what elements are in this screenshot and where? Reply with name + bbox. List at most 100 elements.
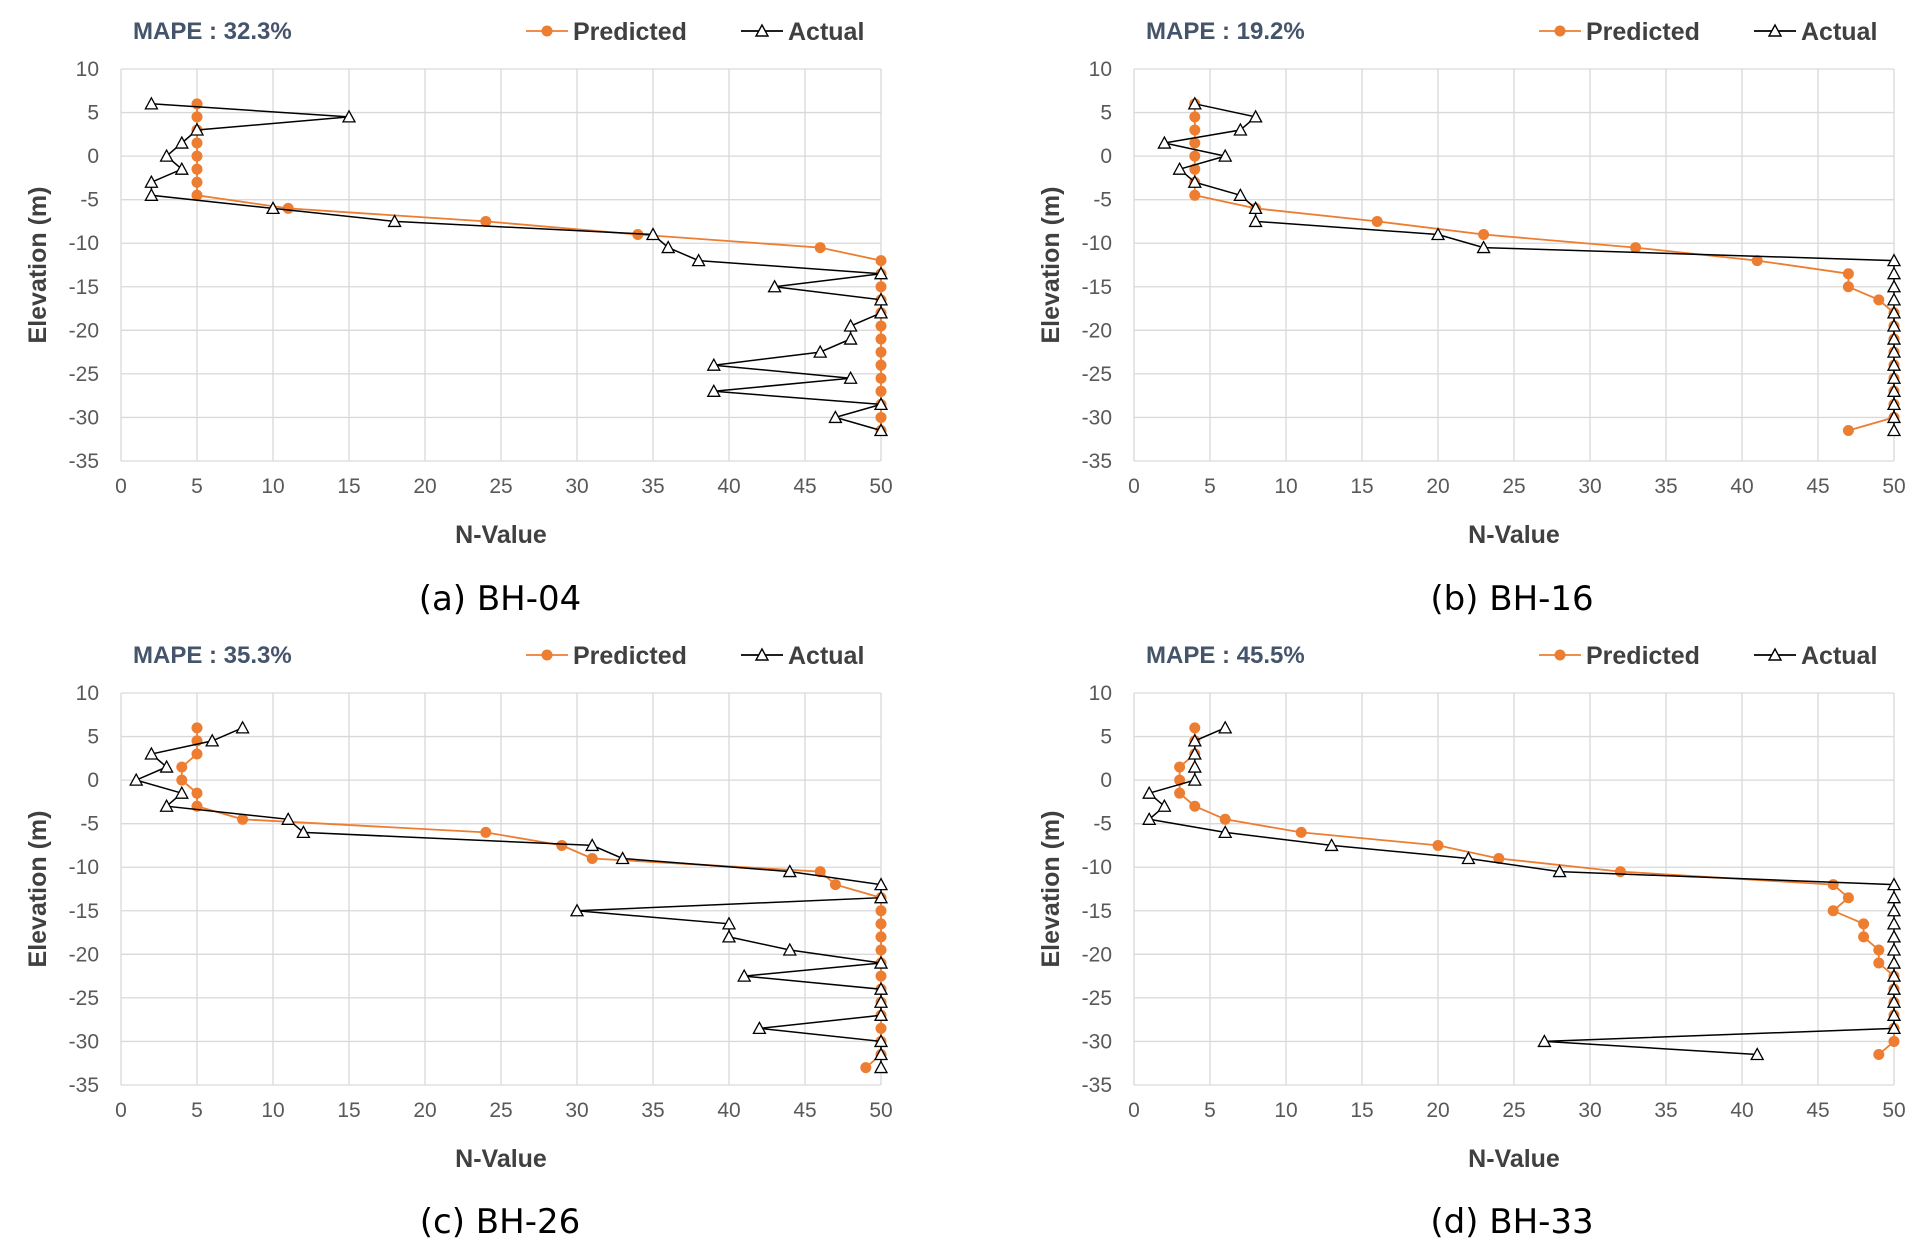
data-point-predicted xyxy=(1189,150,1201,162)
data-point-actual xyxy=(1886,942,1902,956)
x-tick-label: 45 xyxy=(793,1099,816,1122)
chart-panel-2: 0 5 10 15 20 25 30 35 40 45 501050-5-10-15-20-25-3… xyxy=(1037,18,1906,619)
data-point-actual xyxy=(1157,135,1172,149)
y-tick-label: -30 xyxy=(69,406,99,429)
data-point-predicted xyxy=(875,359,887,371)
legend: Predicted Actual xyxy=(526,18,864,46)
gridlines xyxy=(120,692,882,1086)
data-point-actual xyxy=(1233,187,1248,201)
chart-title: MAPE : 32.3% xyxy=(133,18,292,45)
legend-label-predicted: Predicted xyxy=(573,642,687,670)
x-tick-label: 0 xyxy=(115,1099,127,1122)
x-tick-label: 5 xyxy=(1204,475,1216,498)
y-tick-label: -35 xyxy=(69,450,99,473)
y-tick-label: -15 xyxy=(1082,276,1112,299)
x-tick-label: 25 xyxy=(489,475,512,498)
data-point-predicted xyxy=(480,215,492,227)
data-point-predicted xyxy=(1827,879,1839,891)
data-point-predicted xyxy=(860,1062,872,1074)
data-point-actual xyxy=(144,174,159,188)
x-tick-label: 45 xyxy=(1806,1099,1829,1122)
x-tick-label: 40 xyxy=(717,475,740,498)
data-point-actual xyxy=(1750,1047,1765,1061)
y-tick-label: -15 xyxy=(69,276,99,299)
y-tick-label: -30 xyxy=(69,1030,99,1053)
data-point-actual xyxy=(1187,772,1202,786)
data-point-predicted xyxy=(191,163,203,175)
data-point-actual xyxy=(1886,1021,1902,1035)
series-predicted xyxy=(1189,98,1900,437)
series-actual xyxy=(1157,96,1902,437)
data-point-actual xyxy=(159,148,174,162)
data-point-actual xyxy=(1886,370,1902,384)
x-tick-label: 20 xyxy=(413,475,436,498)
x-tick-label: 20 xyxy=(413,1099,436,1122)
x-tick-label: 30 xyxy=(1578,1099,1601,1122)
data-point-actual xyxy=(873,305,889,319)
x-tick-label: 50 xyxy=(869,475,892,498)
series-line-predicted xyxy=(196,103,882,431)
data-point-actual xyxy=(569,903,585,917)
y-tick-label: 10 xyxy=(1089,58,1112,81)
data-point-actual xyxy=(1461,851,1476,865)
series-line-actual xyxy=(133,727,882,1068)
y-tick-label: -25 xyxy=(69,363,99,386)
series-actual xyxy=(1142,720,1902,1061)
data-point-predicted xyxy=(191,748,203,760)
y-tick-label: -25 xyxy=(69,987,99,1010)
data-point-actual xyxy=(174,135,189,149)
data-point-actual xyxy=(1187,746,1202,760)
data-point-actual xyxy=(1172,161,1187,175)
panel-caption: (a) BH-04 xyxy=(419,579,582,619)
data-point-predicted xyxy=(176,774,188,786)
data-point-actual xyxy=(159,759,174,773)
data-point-predicted xyxy=(1189,111,1201,123)
data-point-actual xyxy=(1248,109,1263,123)
data-point-actual xyxy=(1886,1007,1902,1021)
data-point-predicted xyxy=(1295,826,1307,838)
legend: Predicted Actual xyxy=(1539,18,1877,46)
data-point-actual xyxy=(1886,279,1902,293)
data-point-actual xyxy=(1218,825,1233,839)
x-axis-label: N-Value xyxy=(455,521,547,549)
x-tick-label: 35 xyxy=(1654,1099,1677,1122)
data-point-actual xyxy=(1886,266,1902,280)
y-axis-label: Elevation (m) xyxy=(24,187,52,344)
data-point-actual xyxy=(782,942,797,956)
y-tick-label: 0 xyxy=(1100,769,1112,792)
data-point-actual xyxy=(1886,916,1902,930)
data-point-actual xyxy=(661,240,676,254)
data-point-actual xyxy=(1886,344,1902,358)
data-point-actual xyxy=(873,423,889,437)
x-tick-label: 5 xyxy=(1204,1099,1216,1122)
legend-marker-predicted xyxy=(1554,649,1566,661)
data-point-actual xyxy=(1886,410,1902,424)
data-point-actual xyxy=(144,187,159,201)
y-tick-label: -35 xyxy=(1082,1074,1112,1097)
data-point-actual xyxy=(843,331,858,345)
data-point-predicted xyxy=(191,787,203,799)
x-tick-label: 50 xyxy=(869,1099,892,1122)
x-tick-label: 45 xyxy=(1806,475,1829,498)
data-point-actual xyxy=(174,161,189,175)
data-point-actual xyxy=(1552,864,1567,878)
data-point-actual xyxy=(1157,798,1172,812)
data-point-actual xyxy=(873,877,889,891)
y-tick-label: -10 xyxy=(69,856,99,879)
data-point-actual xyxy=(843,318,858,332)
legend: Predicted Actual xyxy=(526,642,864,670)
data-point-predicted xyxy=(875,333,887,345)
data-point-actual xyxy=(1886,955,1902,969)
data-point-actual xyxy=(645,227,661,241)
data-point-actual xyxy=(873,890,889,904)
data-point-actual xyxy=(1324,838,1339,852)
series-line-actual xyxy=(1164,103,1895,431)
data-point-predicted xyxy=(1371,215,1383,227)
data-point-predicted xyxy=(176,761,188,773)
data-point-actual xyxy=(144,96,159,110)
legend-marker-predicted xyxy=(541,25,553,37)
data-point-actual xyxy=(296,825,311,839)
data-point-actual xyxy=(387,214,402,228)
data-point-actual xyxy=(873,1060,889,1074)
legend-marker-actual xyxy=(754,23,770,37)
